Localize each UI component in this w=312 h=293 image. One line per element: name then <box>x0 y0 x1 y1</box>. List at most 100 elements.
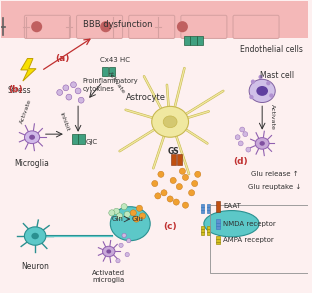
Text: Neuron: Neuron <box>21 262 49 271</box>
Circle shape <box>266 81 271 85</box>
FancyBboxPatch shape <box>109 67 115 76</box>
Circle shape <box>179 168 185 174</box>
Text: (c): (c) <box>163 222 177 231</box>
Ellipse shape <box>29 135 35 140</box>
Circle shape <box>75 88 81 94</box>
Circle shape <box>188 190 195 196</box>
FancyBboxPatch shape <box>102 67 109 76</box>
Text: (d): (d) <box>233 157 248 166</box>
FancyBboxPatch shape <box>201 204 204 213</box>
Text: BBB dysfunction: BBB dysfunction <box>83 20 153 29</box>
Text: AMPA receptor: AMPA receptor <box>223 237 274 243</box>
FancyBboxPatch shape <box>207 204 210 213</box>
FancyBboxPatch shape <box>233 15 279 38</box>
Text: GS: GS <box>167 146 179 156</box>
Text: Activated
microglia: Activated microglia <box>92 270 125 283</box>
Ellipse shape <box>163 116 177 128</box>
Circle shape <box>116 213 123 219</box>
FancyBboxPatch shape <box>76 15 123 38</box>
FancyBboxPatch shape <box>129 15 175 38</box>
Circle shape <box>100 21 111 32</box>
Circle shape <box>136 205 143 211</box>
Text: Activate: Activate <box>19 98 33 124</box>
Circle shape <box>78 97 84 103</box>
Circle shape <box>31 21 42 32</box>
Circle shape <box>246 147 251 152</box>
Circle shape <box>240 127 245 132</box>
Ellipse shape <box>103 246 115 257</box>
FancyBboxPatch shape <box>171 154 176 165</box>
Circle shape <box>119 243 123 248</box>
Circle shape <box>66 94 72 100</box>
Text: (b): (b) <box>8 85 22 94</box>
Ellipse shape <box>24 227 46 245</box>
Circle shape <box>63 85 69 91</box>
Circle shape <box>170 177 176 183</box>
Text: (a): (a) <box>56 54 70 63</box>
Circle shape <box>113 208 119 214</box>
Circle shape <box>127 239 131 243</box>
Ellipse shape <box>152 106 188 137</box>
Circle shape <box>258 75 263 79</box>
Text: Activate: Activate <box>107 71 126 95</box>
Circle shape <box>238 141 243 146</box>
Circle shape <box>109 210 115 216</box>
Text: EAAT: EAAT <box>223 203 241 209</box>
Ellipse shape <box>106 249 111 253</box>
Circle shape <box>152 180 158 187</box>
Circle shape <box>249 95 254 99</box>
Ellipse shape <box>256 86 268 96</box>
Text: GJC: GJC <box>86 139 98 145</box>
Ellipse shape <box>32 233 39 239</box>
FancyBboxPatch shape <box>207 226 210 235</box>
FancyBboxPatch shape <box>216 201 220 212</box>
FancyBboxPatch shape <box>190 36 197 45</box>
Text: Glu release ↑: Glu release ↑ <box>251 171 298 177</box>
FancyBboxPatch shape <box>72 134 78 144</box>
Ellipse shape <box>24 131 40 144</box>
Text: Astrocyte: Astrocyte <box>126 93 166 102</box>
Circle shape <box>177 21 188 32</box>
Ellipse shape <box>249 79 275 103</box>
Ellipse shape <box>110 207 150 241</box>
Ellipse shape <box>255 138 269 149</box>
Text: Activate: Activate <box>271 104 275 130</box>
Circle shape <box>243 132 248 137</box>
Text: Mast cell: Mast cell <box>261 71 295 80</box>
Text: NMDA receptor: NMDA receptor <box>223 221 275 227</box>
Circle shape <box>183 202 188 208</box>
Circle shape <box>251 79 255 84</box>
FancyBboxPatch shape <box>197 36 203 45</box>
Circle shape <box>176 183 183 190</box>
Circle shape <box>269 93 274 98</box>
Circle shape <box>167 196 173 202</box>
Text: Glu: Glu <box>132 216 144 222</box>
Ellipse shape <box>204 211 259 237</box>
Polygon shape <box>21 59 36 81</box>
Text: Endothelial cells: Endothelial cells <box>240 45 303 54</box>
FancyBboxPatch shape <box>24 15 71 38</box>
FancyBboxPatch shape <box>181 15 227 38</box>
FancyBboxPatch shape <box>78 134 85 144</box>
Circle shape <box>158 171 164 177</box>
Circle shape <box>161 190 167 196</box>
Circle shape <box>121 204 127 210</box>
Circle shape <box>183 174 188 180</box>
Circle shape <box>133 216 139 222</box>
Circle shape <box>71 82 76 88</box>
Circle shape <box>57 90 63 96</box>
FancyBboxPatch shape <box>216 236 220 244</box>
Ellipse shape <box>260 141 265 146</box>
Circle shape <box>195 171 201 177</box>
Text: Inhibit: Inhibit <box>59 112 70 132</box>
Text: Gln: Gln <box>112 216 124 222</box>
Circle shape <box>192 180 198 187</box>
Text: Cx43 HC: Cx43 HC <box>100 57 129 62</box>
Text: Glu reuptake ↓: Glu reuptake ↓ <box>248 184 301 190</box>
Circle shape <box>116 259 120 263</box>
Circle shape <box>125 252 129 257</box>
FancyBboxPatch shape <box>184 36 190 45</box>
FancyBboxPatch shape <box>201 226 204 235</box>
Circle shape <box>139 213 146 219</box>
Text: Stress: Stress <box>8 86 32 95</box>
